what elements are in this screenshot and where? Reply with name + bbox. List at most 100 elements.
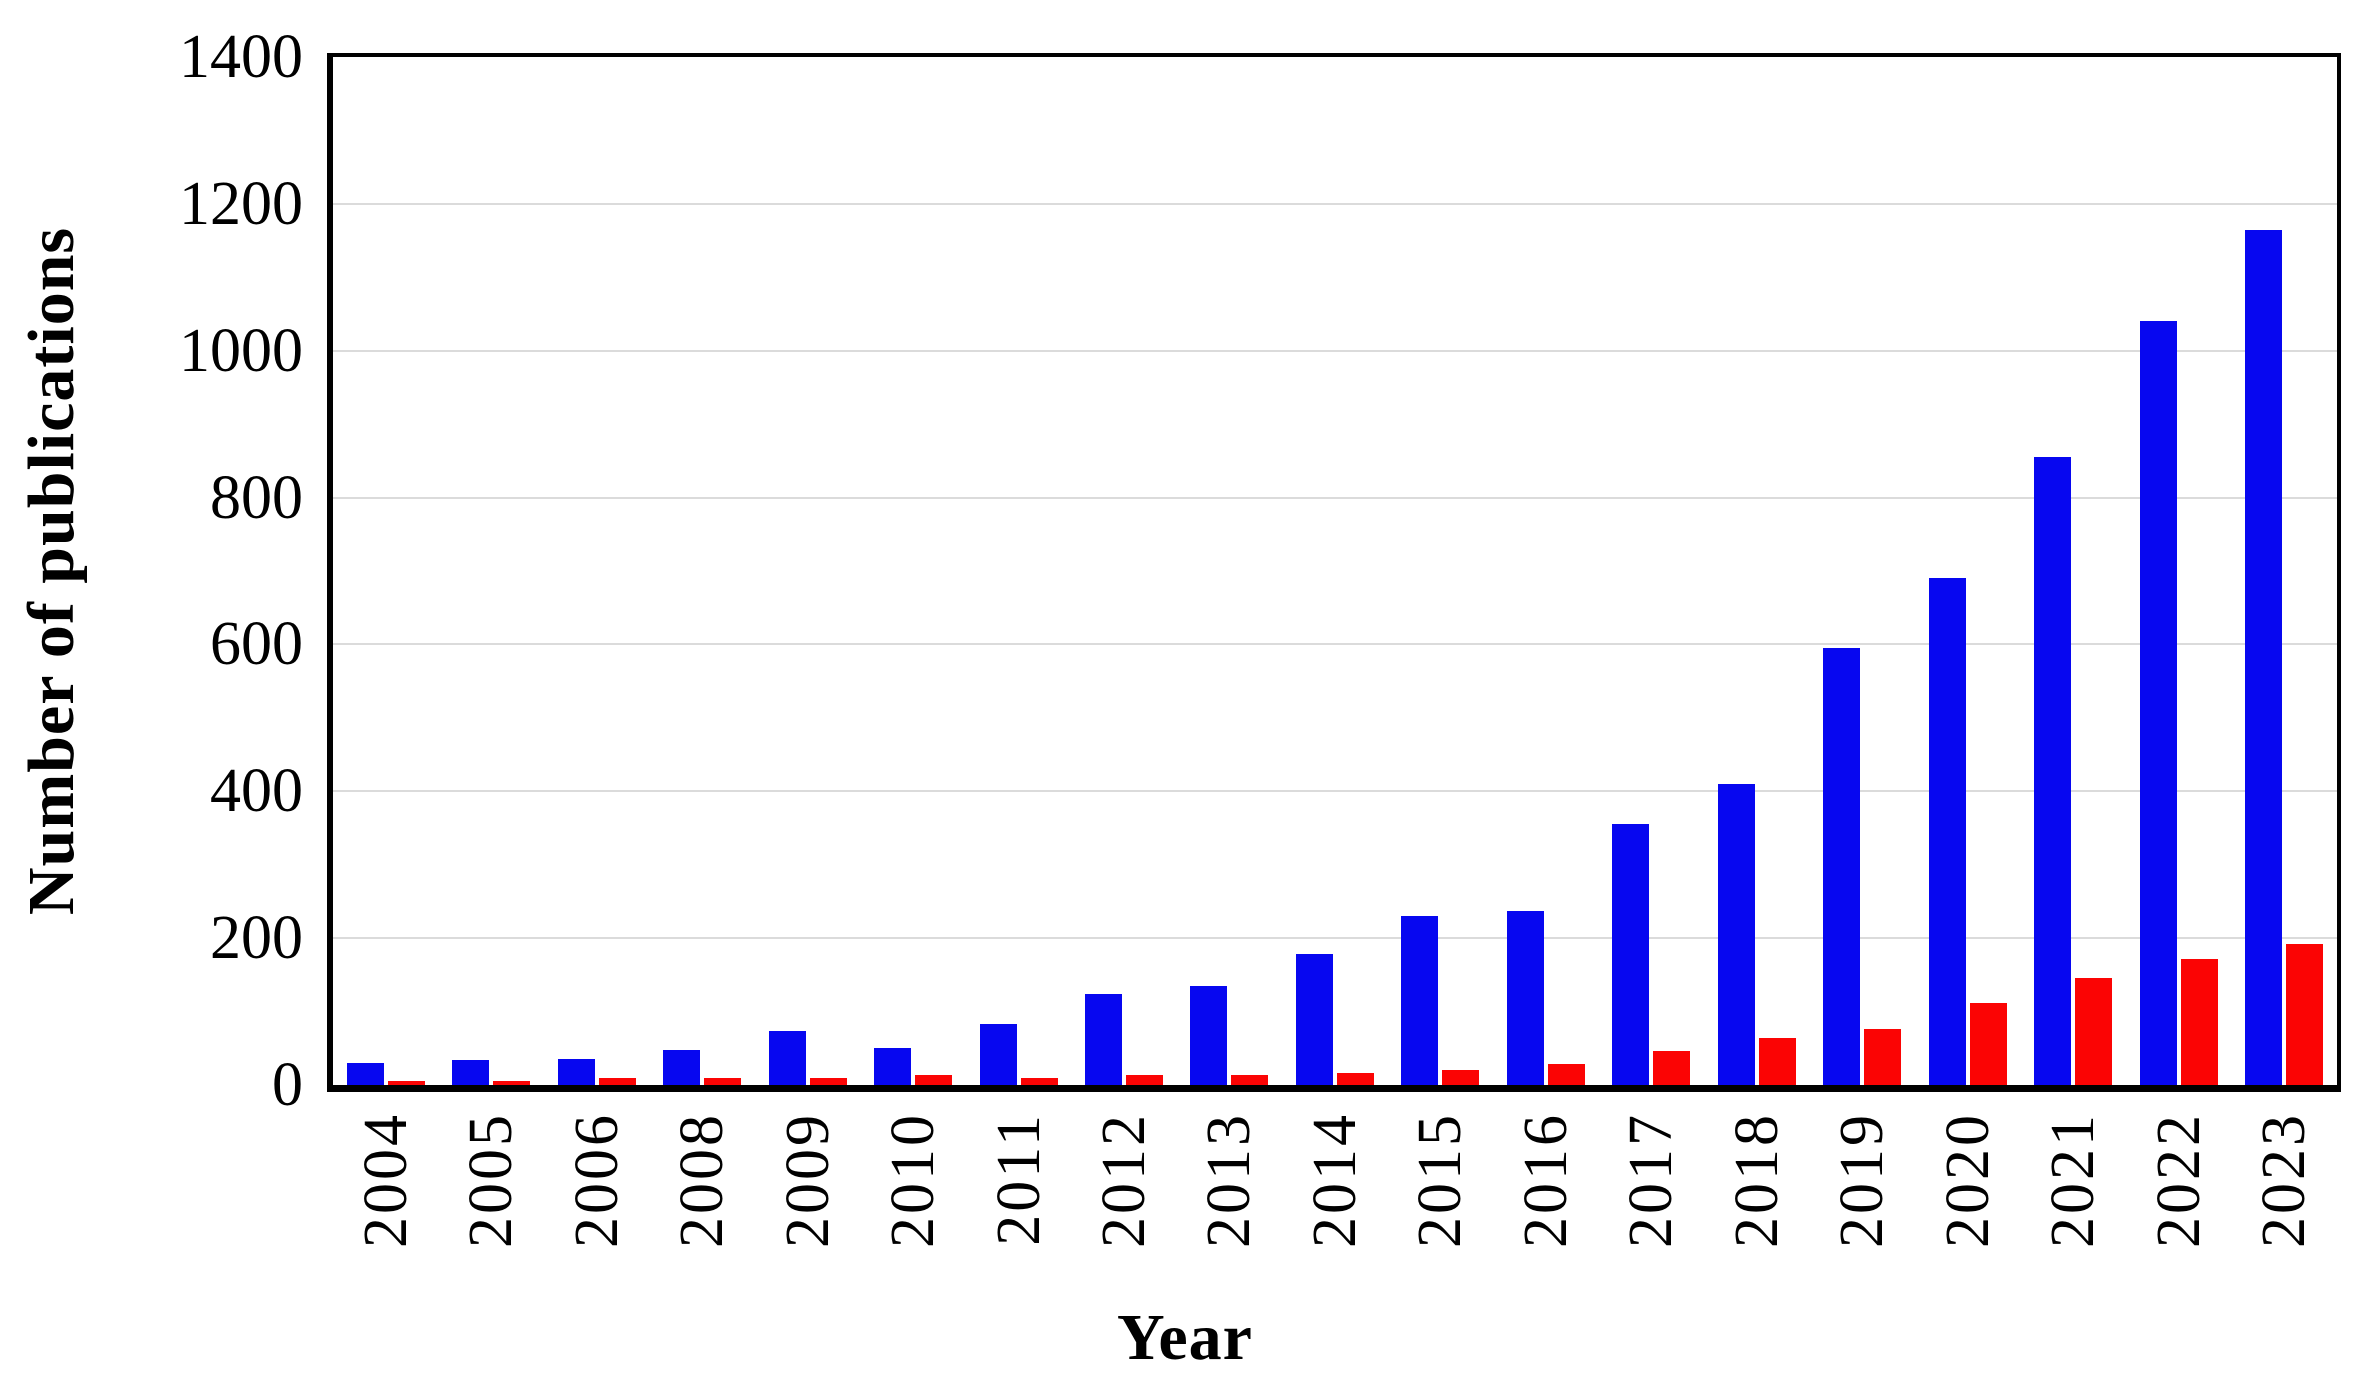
bar-blue-series-2015 — [1401, 916, 1439, 1085]
x-tick-cell-2017: 2017 — [1599, 1112, 1704, 1317]
x-tick-cell-2004: 2004 — [333, 1112, 438, 1317]
bar-blue-series-2016 — [1506, 910, 1544, 1085]
x-tick-label-2010: 2010 — [879, 1112, 948, 1248]
x-tick-label-2008: 2008 — [668, 1112, 737, 1248]
bar-red-series-2013 — [1231, 1075, 1269, 1085]
x-tick-cell-2005: 2005 — [438, 1112, 543, 1317]
x-tick-cell-2008: 2008 — [649, 1112, 754, 1317]
x-tick-label-2014: 2014 — [1300, 1112, 1369, 1248]
bar-group-2017 — [1599, 57, 1704, 1085]
bar-blue-series-2017 — [1612, 823, 1650, 1085]
bar-red-series-2006 — [598, 1077, 636, 1085]
y-axis-tick-labels: 0 200 400 600 800 1000 1200 1400 — [0, 26, 303, 1116]
x-tick-label-2006: 2006 — [562, 1112, 631, 1248]
bar-blue-series-2021 — [2034, 457, 2072, 1085]
plot-inner — [333, 57, 2337, 1085]
x-tick-label-2021: 2021 — [2039, 1112, 2108, 1248]
x-tick-label-2015: 2015 — [1406, 1112, 1475, 1248]
bar-red-series-2014 — [1336, 1073, 1374, 1085]
x-tick-label-2016: 2016 — [1511, 1112, 1580, 1248]
x-tick-cell-2022: 2022 — [2126, 1112, 2231, 1317]
x-tick-cell-2010: 2010 — [860, 1112, 965, 1317]
x-tick-cell-2020: 2020 — [1915, 1112, 2020, 1317]
bar-group-2020 — [1915, 57, 2020, 1085]
bar-blue-series-2019 — [1823, 648, 1861, 1085]
bar-blue-series-2005 — [452, 1060, 490, 1085]
x-tick-label-2005: 2005 — [457, 1112, 526, 1248]
y-tick-label-400: 400 — [210, 757, 303, 826]
bar-blue-series-2013 — [1190, 985, 1228, 1085]
y-tick-label-200: 200 — [210, 904, 303, 973]
x-tick-label-2018: 2018 — [1722, 1112, 1791, 1248]
x-tick-label-2020: 2020 — [1933, 1112, 2002, 1248]
bar-blue-series-2020 — [1928, 578, 1966, 1085]
x-tick-label-2023: 2023 — [2250, 1112, 2319, 1248]
bar-blue-series-2011 — [979, 1024, 1017, 1085]
bar-red-series-2015 — [1442, 1070, 1480, 1085]
y-tick-label-0: 0 — [272, 1051, 303, 1119]
x-tick-label-2004: 2004 — [351, 1112, 420, 1248]
gridline-600 — [333, 643, 2337, 646]
x-tick-cell-2015: 2015 — [1388, 1112, 1493, 1317]
x-axis-title: Year — [1117, 1301, 1253, 1374]
bar-red-series-2016 — [1547, 1063, 1585, 1085]
bar-group-2013 — [1177, 57, 1282, 1085]
x-tick-cell-2019: 2019 — [1810, 1112, 1915, 1317]
x-tick-cell-2023: 2023 — [2231, 1112, 2336, 1317]
bar-group-2018 — [1704, 57, 1809, 1085]
x-tick-label-2022: 2022 — [2144, 1112, 2213, 1248]
bar-group-2022 — [2126, 57, 2231, 1085]
bar-red-series-2010 — [915, 1075, 953, 1085]
gridline-1000 — [333, 349, 2337, 352]
bar-group-2015 — [1388, 57, 1493, 1085]
bar-blue-series-2018 — [1717, 783, 1755, 1085]
bar-group-2016 — [1493, 57, 1598, 1085]
bar-group-2011 — [966, 57, 1071, 1085]
bar-group-2005 — [438, 57, 543, 1085]
bar-group-2009 — [755, 57, 860, 1085]
plot-area — [327, 53, 2341, 1092]
gridline-1200 — [333, 202, 2337, 205]
x-tick-label-2017: 2017 — [1617, 1112, 1686, 1248]
y-tick-label-1400: 1400 — [179, 23, 303, 91]
x-tick-cell-2006: 2006 — [544, 1112, 649, 1317]
bar-blue-series-2012 — [1085, 993, 1123, 1085]
x-tick-cell-2009: 2009 — [755, 1112, 860, 1317]
x-tick-label-2019: 2019 — [1828, 1112, 1897, 1248]
bar-blue-series-2008 — [663, 1049, 701, 1085]
bar-group-2023 — [2231, 57, 2336, 1085]
bar-red-series-2004 — [387, 1081, 425, 1085]
x-tick-cell-2012: 2012 — [1071, 1112, 1176, 1317]
x-tick-cell-2016: 2016 — [1493, 1112, 1598, 1317]
bar-group-2004 — [333, 57, 438, 1085]
x-tick-cell-2013: 2013 — [1177, 1112, 1282, 1317]
bar-red-series-2017 — [1653, 1051, 1691, 1085]
x-tick-cell-2011: 2011 — [966, 1112, 1071, 1317]
bar-blue-series-2022 — [2139, 321, 2177, 1085]
bar-red-series-2019 — [1864, 1029, 1902, 1085]
bar-red-series-2011 — [1020, 1078, 1058, 1085]
bar-blue-series-2009 — [768, 1030, 806, 1085]
x-axis-tick-labels: 2004 2005 2006 2008 2009 2010 2011 2012 2013 2014… — [333, 1112, 2337, 1317]
bar-red-series-2022 — [2180, 958, 2218, 1085]
bar-red-series-2021 — [2075, 977, 2113, 1085]
bar-red-series-2012 — [1126, 1075, 1164, 1085]
bar-red-series-2018 — [1758, 1038, 1796, 1085]
bar-group-2014 — [1282, 57, 1387, 1085]
bar-blue-series-2006 — [557, 1058, 595, 1085]
x-tick-cell-2018: 2018 — [1704, 1112, 1809, 1317]
bar-group-2019 — [1810, 57, 1915, 1085]
bar-blue-series-2023 — [2245, 229, 2283, 1085]
y-tick-label-800: 800 — [210, 463, 303, 532]
x-tick-label-2009: 2009 — [773, 1112, 842, 1248]
bar-groups — [333, 57, 2337, 1085]
y-tick-label-1200: 1200 — [179, 169, 303, 238]
bar-group-2010 — [860, 57, 965, 1085]
bar-group-2012 — [1071, 57, 1176, 1085]
y-tick-label-1000: 1000 — [179, 316, 303, 385]
gridline-400 — [333, 790, 2337, 793]
bar-red-series-2020 — [1969, 1002, 2007, 1085]
bar-blue-series-2010 — [874, 1048, 912, 1085]
x-tick-label-2011: 2011 — [984, 1112, 1053, 1246]
